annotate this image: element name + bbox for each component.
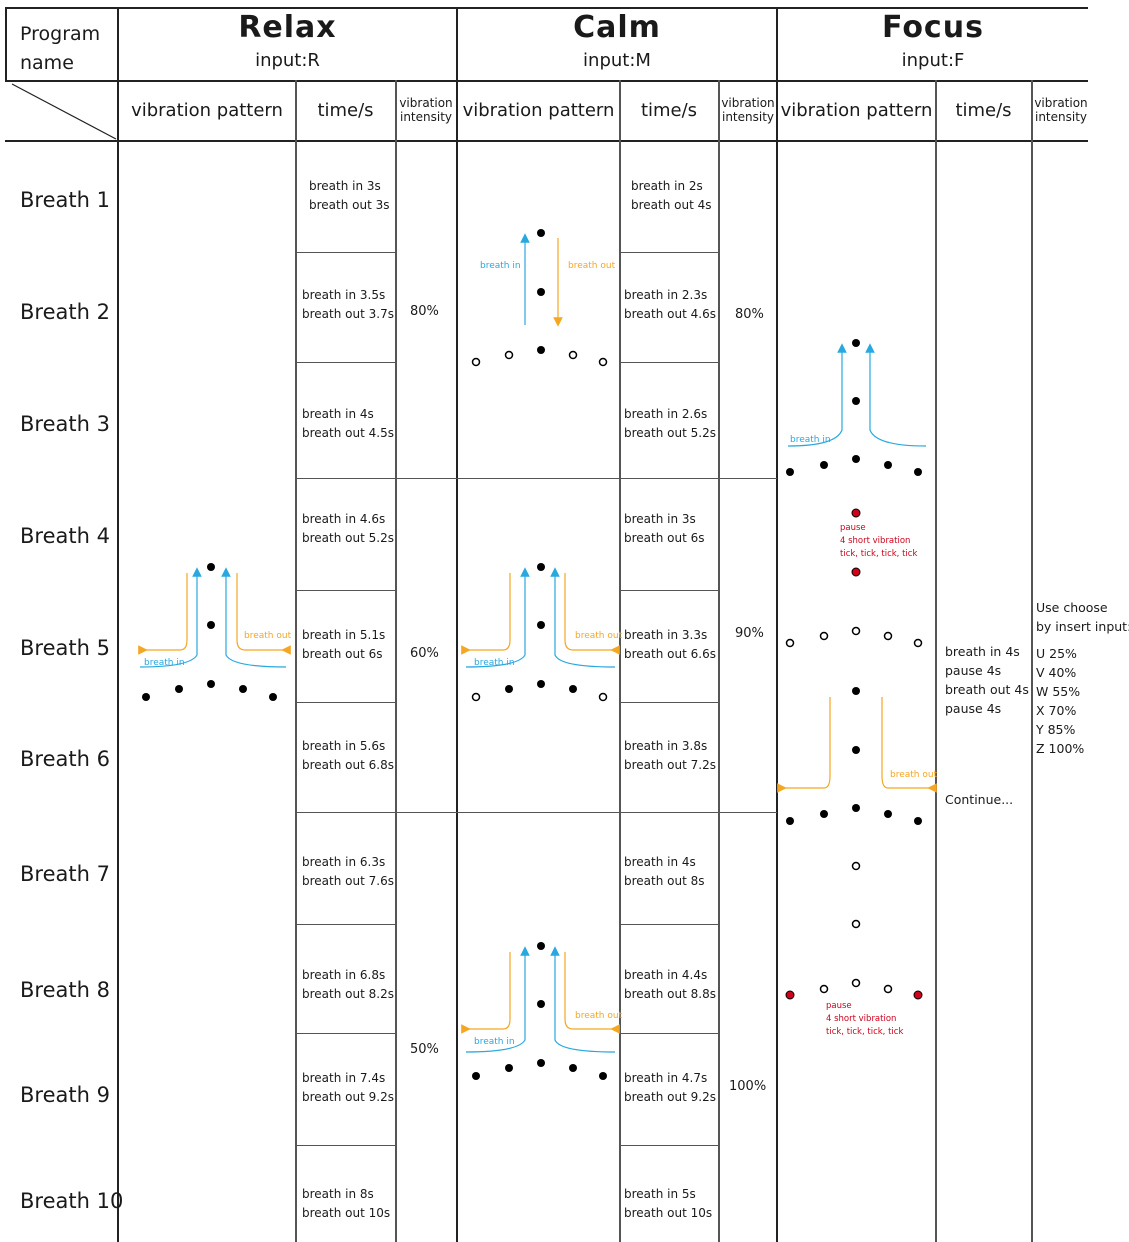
relax-time-cell: breath in 7.4s breath out 9.2s bbox=[302, 1071, 394, 1104]
breath-in-label: breath in bbox=[474, 1037, 515, 1047]
relax-intensity: 50% bbox=[410, 1042, 439, 1057]
ticks-label: tick, tick, tick, tick bbox=[840, 549, 917, 559]
row-label: Breath 2 bbox=[20, 300, 110, 324]
breath-in-label: breath in bbox=[790, 435, 831, 445]
row-label: Breath 9 bbox=[20, 1083, 110, 1107]
row-label: Breath 1 bbox=[20, 188, 110, 212]
calm-time-cell: breath in 3.8s breath out 7.2s bbox=[624, 739, 716, 772]
col-header-pattern: vibration pattern bbox=[131, 100, 283, 121]
corner-diagonal bbox=[11, 83, 117, 140]
calm-intensity: 100% bbox=[729, 1079, 767, 1094]
calm-time-cell: breath in 4.4s breath out 8.8s bbox=[624, 968, 716, 1001]
relax-time-cell: breath in 5.6s breath out 6.8s bbox=[302, 739, 394, 772]
breath-out-label: breath out bbox=[244, 631, 292, 641]
focus-pattern-diagram: breath in pause 4 short vibration tick, … bbox=[777, 339, 938, 1037]
col-header-time: time/s bbox=[640, 100, 698, 121]
col-header-pattern: vibration pattern bbox=[462, 100, 615, 121]
relax-time-cell: breath in 8s breath out 10s bbox=[302, 1187, 391, 1220]
pause-label: pause bbox=[840, 523, 866, 533]
row-label: Breath 8 bbox=[20, 978, 110, 1002]
breath-in-label: breath in bbox=[480, 261, 521, 271]
row-label: Breath 3 bbox=[20, 412, 110, 436]
relax-time-cell: breath in 3.5s breath out 3.7s bbox=[302, 288, 394, 321]
program-input-calm: input:M bbox=[583, 50, 651, 71]
program-input-focus: input:F bbox=[901, 50, 965, 71]
program-title-calm: Calm bbox=[573, 10, 661, 45]
relax-time-cell: breath in 6.8s breath out 8.2s bbox=[302, 968, 394, 1001]
breath-out-label: breath out bbox=[568, 261, 616, 271]
row-label: Breath 6 bbox=[20, 747, 110, 771]
program-name-header: Program name bbox=[20, 23, 101, 74]
relax-time-cell: breath in 5.1s breath out 6s bbox=[302, 628, 386, 661]
focus-continue-label: Continue... bbox=[945, 792, 1014, 807]
breath-out-label: breath out bbox=[890, 770, 938, 780]
relax-time-cell: breath in 6.3s breath out 7.6s bbox=[302, 855, 394, 888]
breath-in-label: breath in bbox=[474, 658, 515, 668]
col-header-time: time/s bbox=[317, 100, 374, 121]
calm-time-cell: breath in 2s breath out 4s bbox=[631, 179, 712, 212]
short-vibration-label: 4 short vibration bbox=[826, 1014, 896, 1024]
col-header-intensity: vibration intensity bbox=[721, 96, 775, 124]
col-header-intensity: vibration intensity bbox=[1034, 96, 1088, 124]
calm-pattern-diagram-2: breath in breath out bbox=[461, 563, 623, 702]
calm-intensity: 80% bbox=[735, 307, 764, 322]
relax-time-cell: breath in 4.6s breath out 5.2s bbox=[302, 512, 394, 545]
calm-time-cell: breath in 2.3s breath out 4.6s bbox=[624, 288, 716, 321]
calm-time-cell: breath in 5s breath out 10s bbox=[624, 1187, 713, 1220]
program-title-relax: Relax bbox=[238, 10, 337, 45]
relax-time-cell: breath in 4s breath out 4.5s bbox=[302, 407, 394, 440]
focus-intensity-note: Use choose by insert input: U 25% V 40% … bbox=[1036, 600, 1129, 756]
breath-out-label: breath out bbox=[575, 1011, 623, 1021]
calm-time-cell: breath in 4s breath out 8s bbox=[624, 855, 705, 888]
relax-intensity: 80% bbox=[410, 304, 439, 319]
calm-time-cell: breath in 3s breath out 6s bbox=[624, 512, 705, 545]
relax-time-cell: breath in 3s breath out 3s bbox=[309, 179, 390, 212]
col-header-pattern: vibration pattern bbox=[780, 100, 933, 121]
row-label: Breath 5 bbox=[20, 636, 110, 660]
calm-time-cell: breath in 3.3s breath out 6.6s bbox=[624, 628, 716, 661]
row-label: Breath 10 bbox=[20, 1189, 124, 1213]
program-input-relax: input:R bbox=[255, 50, 320, 71]
calm-time-cell: breath in 2.6s breath out 5.2s bbox=[624, 407, 716, 440]
relax-pattern-diagram: breath in breath out bbox=[138, 563, 292, 701]
calm-time-cell: breath in 4.7s breath out 9.2s bbox=[624, 1071, 716, 1104]
breath-out-label: breath out bbox=[575, 631, 623, 641]
breath-in-label: breath in bbox=[144, 658, 185, 668]
focus-time-steps: breath in 4s pause 4s breath out 4s paus… bbox=[945, 644, 1029, 716]
short-vibration-label: 4 short vibration bbox=[840, 536, 910, 546]
row-label: Breath 7 bbox=[20, 862, 110, 886]
relax-intensity: 60% bbox=[410, 646, 439, 661]
ticks-label: tick, tick, tick, tick bbox=[826, 1027, 903, 1037]
row-label: Breath 4 bbox=[20, 524, 110, 548]
calm-pattern-diagram-3: breath in breath out bbox=[461, 942, 623, 1080]
calm-pattern-diagram-1: breath in breath out bbox=[471, 229, 616, 367]
calm-intensity: 90% bbox=[735, 626, 764, 641]
col-header-intensity: vibration intensity bbox=[399, 96, 453, 124]
program-title-focus: Focus bbox=[882, 10, 984, 45]
pause-label: pause bbox=[826, 1001, 852, 1011]
col-header-time: time/s bbox=[955, 100, 1012, 121]
